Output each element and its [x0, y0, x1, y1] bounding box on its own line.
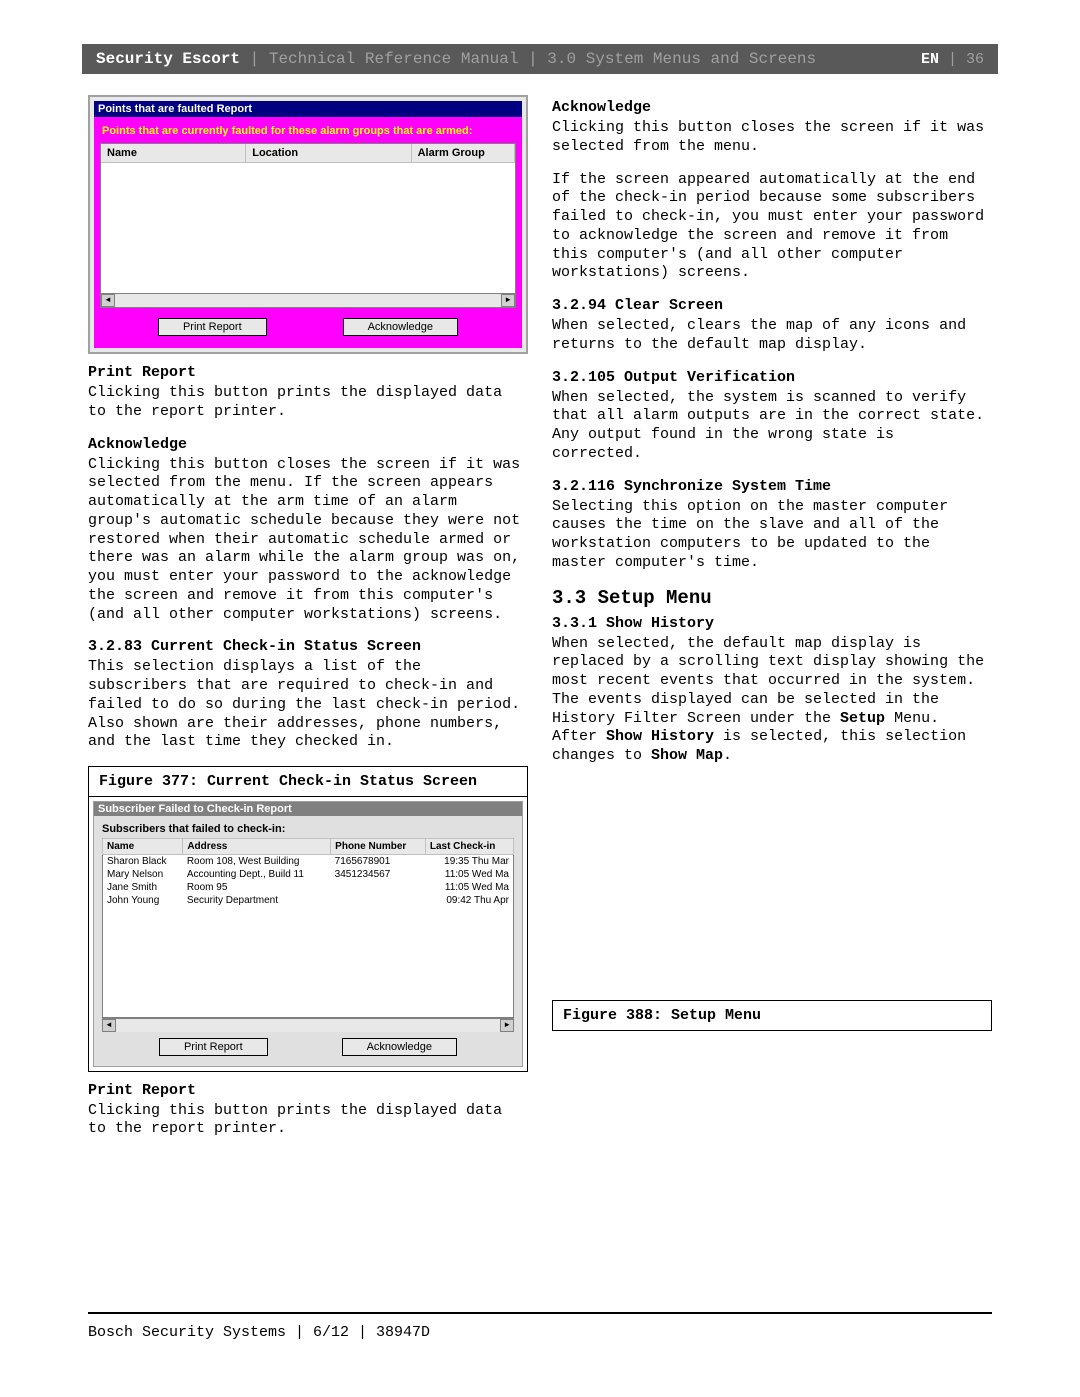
col-location: Location [246, 144, 411, 163]
table-row: Sharon BlackRoom 108, West Building71656… [103, 855, 514, 869]
col-name: Name [101, 144, 246, 163]
window-title: Points that are faulted Report [94, 101, 522, 117]
right-column: Acknowledge Clicking this button closes … [552, 95, 992, 1287]
col-address: Address [183, 839, 331, 855]
col-name: Name [103, 839, 183, 855]
caption: Points that are currently faulted for th… [100, 123, 516, 143]
scrollbar[interactable]: ◄ ► [101, 293, 515, 307]
window-title: Subscriber Failed to Check-in Report [94, 802, 522, 816]
para: When selected, clears the map of any ico… [552, 317, 992, 355]
print-report-button[interactable]: Print Report [159, 1038, 268, 1056]
heading-33: 3.3 Setup Menu [552, 587, 992, 609]
scroll-right-icon[interactable]: ► [501, 294, 515, 307]
header-page: EN | 36 [921, 51, 984, 68]
scroll-left-icon[interactable]: ◄ [102, 1019, 116, 1032]
heading-print-report: Print Report [88, 364, 528, 381]
para: If the screen appeared automatically at … [552, 171, 992, 284]
heading-32105: 3.2.105 Output Verification [552, 369, 992, 386]
para: When selected, the default map display i… [552, 635, 992, 766]
table-row: Mary NelsonAccounting Dept., Build 11345… [103, 868, 514, 881]
para: Clicking this button closes the screen i… [88, 456, 528, 625]
screenshot-checkin-status: Subscriber Failed to Check-in Report Sub… [88, 796, 528, 1072]
heading-acknowledge-2: Acknowledge [552, 99, 992, 116]
screenshot-faulted-report: Points that are faulted Report Points th… [88, 95, 528, 354]
col-alarm-group: Alarm Group [411, 144, 514, 163]
table-row: John YoungSecurity Department09:42 Thu A… [103, 894, 514, 907]
table-row: Jane SmithRoom 9511:05 Wed Ma [103, 881, 514, 894]
print-report-button[interactable]: Print Report [158, 318, 267, 336]
product-name: Security Escort [96, 50, 240, 68]
heading-print-report-2: Print Report [88, 1082, 528, 1099]
col-last-checkin: Last Check-in [425, 839, 513, 855]
page-footer: Bosch Security Systems | 6/12 | 38947D [88, 1312, 992, 1341]
acknowledge-button[interactable]: Acknowledge [342, 1038, 457, 1056]
heading-32116: 3.2.116 Synchronize System Time [552, 478, 992, 495]
para: Selecting this option on the master comp… [552, 498, 992, 573]
acknowledge-button[interactable]: Acknowledge [343, 318, 458, 336]
header-title: Security Escort | Technical Reference Ma… [96, 50, 816, 68]
page-header: Security Escort | Technical Reference Ma… [82, 44, 998, 74]
caption: Subscribers that failed to check-in: [102, 820, 514, 838]
heading-3294: 3.2.94 Clear Screen [552, 297, 992, 314]
checkin-table: Name Address Phone Number Last Check-in … [102, 838, 514, 1018]
para: When selected, the system is scanned to … [552, 389, 992, 464]
left-column: Points that are faulted Report Points th… [88, 95, 528, 1287]
para: This selection displays a list of the su… [88, 658, 528, 752]
figure-caption-388: Figure 388: Setup Menu [552, 1000, 992, 1031]
scroll-right-icon[interactable]: ► [500, 1019, 514, 1032]
para: Clicking this button prints the displaye… [88, 384, 528, 422]
col-phone: Phone Number [331, 839, 426, 855]
para: Clicking this button prints the displaye… [88, 1102, 528, 1140]
figure-caption-377: Figure 377: Current Check-in Status Scre… [88, 766, 528, 796]
scrollbar[interactable]: ◄ ► [102, 1018, 514, 1032]
scroll-left-icon[interactable]: ◄ [101, 294, 115, 307]
heading-acknowledge: Acknowledge [88, 436, 528, 453]
heading-3283: 3.2.83 Current Check-in Status Screen [88, 638, 528, 655]
heading-331: 3.3.1 Show History [552, 615, 992, 632]
table-body-empty [101, 163, 515, 293]
para: Clicking this button closes the screen i… [552, 119, 992, 157]
